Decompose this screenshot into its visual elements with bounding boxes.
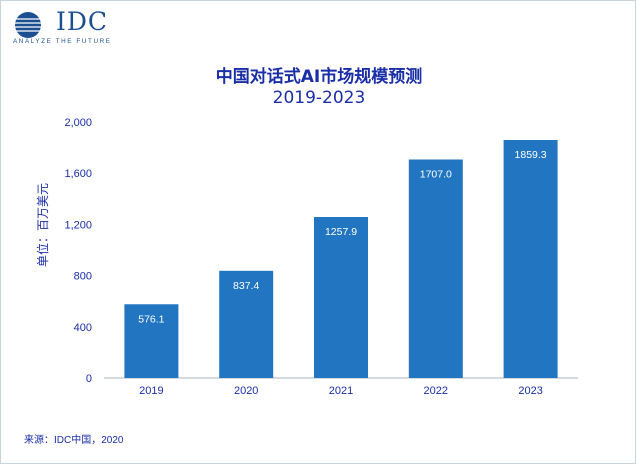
y-tick-label: 0: [86, 373, 92, 385]
x-tick-label: 2023: [518, 385, 542, 397]
y-tick-label: 400: [74, 322, 92, 334]
bar: [503, 140, 558, 378]
y-axis-label: 单位：百万美元: [35, 183, 50, 267]
logo-tagline: ANALYZE THE FUTURE: [13, 38, 112, 45]
y-tick-label: 1,600: [64, 168, 92, 180]
bars: [124, 140, 558, 378]
x-tick-label: 2019: [139, 385, 163, 397]
y-tick-label: 1,200: [64, 219, 92, 231]
chart-title: 中国对话式AI市场规模预测: [215, 67, 423, 87]
y-ticks: 0 400 800 1,200 1,600 2,000: [64, 117, 92, 385]
bar: [408, 159, 463, 378]
data-label: 1859.3: [515, 149, 547, 161]
bar: [124, 304, 179, 378]
logo-wordmark: IDC: [56, 7, 109, 36]
data-label: 1257.9: [325, 226, 357, 238]
data-label: 837.4: [233, 280, 259, 292]
chart-subtitle: 2019-2023: [272, 88, 366, 108]
source-note: 来源：IDC中国，2020: [24, 435, 124, 446]
x-tick-label: 2020: [234, 385, 258, 397]
idc-logo: IDC ANALYZE THE FUTURE: [13, 7, 123, 46]
y-tick-label: 800: [74, 271, 92, 283]
bar: [314, 216, 368, 378]
data-labels: 576.1 837.4 1257.9 1707.0 1859.3: [138, 149, 547, 325]
globe-icon: [15, 12, 41, 38]
y-tick-label: 2,000: [64, 117, 92, 129]
x-ticks: 2019 2020 2021 2022 2023: [139, 385, 543, 397]
x-tick-label: 2022: [424, 385, 448, 397]
bar: [219, 270, 274, 378]
x-tick-label: 2021: [329, 385, 353, 397]
data-label: 1707.0: [420, 169, 452, 181]
data-label: 576.1: [138, 313, 164, 325]
